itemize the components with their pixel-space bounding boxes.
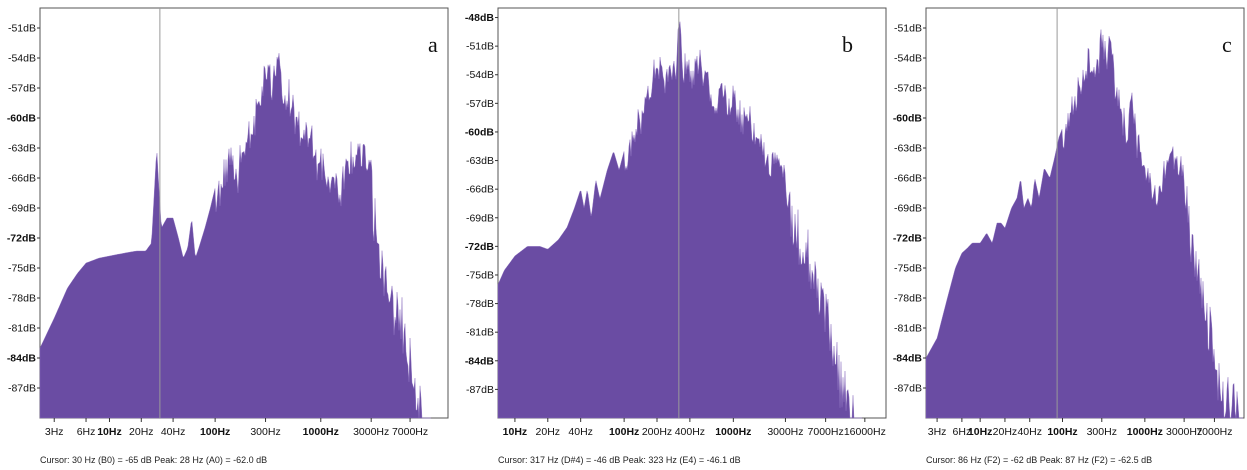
- y-tick-label: -57dB: [466, 98, 494, 110]
- x-tick-label: 7000Hz: [1196, 426, 1232, 438]
- y-tick-label: -84dB: [7, 353, 37, 365]
- y-tick-label: -54dB: [894, 53, 922, 65]
- y-tick-label: -57dB: [8, 83, 36, 95]
- x-tick-label: 300Hz: [250, 426, 280, 438]
- panel-label: c: [1222, 32, 1232, 57]
- y-tick-label: -78dB: [8, 293, 36, 305]
- spectrum-area: [925, 29, 1243, 419]
- y-tick-label: -72dB: [893, 233, 923, 245]
- y-tick-label: -57dB: [894, 83, 922, 95]
- x-tick-label: 7000Hz: [808, 426, 844, 438]
- y-tick-label: -51dB: [466, 41, 494, 53]
- x-tick-label: 40Hz: [161, 426, 186, 438]
- x-tick-label: 10Hz: [97, 426, 122, 438]
- spectrum-chart-c: -51dB -54dB -57dB -60dB -63dB -66dB -69dB -72dB…: [893, 7, 1245, 438]
- x-tick-label: 300Hz: [1087, 426, 1117, 438]
- y-tick-label: -51dB: [8, 23, 36, 35]
- y-tick-label: -51dB: [894, 23, 922, 35]
- x-tick-label: 7000Hz: [392, 426, 428, 438]
- x-tick-label: 200Hz: [642, 426, 672, 438]
- y-tick-label: -60dB: [893, 113, 923, 125]
- x-tick-label: 100Hz: [609, 426, 639, 438]
- y-tick-label: -60dB: [7, 113, 37, 125]
- y-tick-label: -87dB: [8, 383, 36, 395]
- y-tick-label: -75dB: [894, 263, 922, 275]
- x-tick-label: 3Hz: [45, 426, 64, 438]
- spectrum-area: [39, 53, 431, 419]
- spectrum-chart-a: -51dB -54dB -57dB -60dB -63dB -66dB -69dB -72dB…: [7, 7, 449, 438]
- x-tick-label: 20Hz: [536, 426, 561, 438]
- y-tick-label: -66dB: [894, 173, 922, 185]
- y-tick-label: -81dB: [466, 327, 494, 339]
- x-tick-label: 20Hz: [129, 426, 154, 438]
- x-tick-label: 3000Hz: [353, 426, 389, 438]
- y-tick-label: -60dB: [465, 126, 495, 138]
- x-tick-label: 100Hz: [200, 426, 230, 438]
- x-tick-label: 1000Hz: [715, 426, 751, 438]
- y-tick-label: -78dB: [894, 293, 922, 305]
- y-tick-label: -72dB: [7, 233, 37, 245]
- panel-label: b: [842, 32, 853, 57]
- x-tick-label: 3000Hz: [1166, 426, 1202, 438]
- y-tick-label: -87dB: [466, 384, 494, 396]
- x-tick-label: 3Hz: [928, 426, 947, 438]
- spectrum-panel-b: -48dB -51dB -54dB -57dB -60dB -63dB -66dB -69dB…: [458, 0, 890, 470]
- y-tick-label: -66dB: [8, 173, 36, 185]
- y-tick-label: -48dB: [465, 12, 495, 24]
- x-tick-label: 1000Hz: [1127, 426, 1163, 438]
- x-tick-label: 10Hz: [503, 426, 528, 438]
- panel-label: a: [428, 32, 438, 57]
- x-tick-label: 6Hz: [77, 426, 96, 438]
- x-tick-label: 6Hz: [953, 426, 972, 438]
- status-line-a: Cursor: 30 Hz (B0) = -65 dB Peak: 28 Hz …: [40, 455, 268, 465]
- y-tick-label: -66dB: [466, 184, 494, 196]
- x-tick-label: 40Hz: [568, 426, 593, 438]
- y-tick-label: -54dB: [8, 53, 36, 65]
- y-tick-label: -87dB: [894, 383, 922, 395]
- y-tick-label: -63dB: [8, 143, 36, 155]
- y-tick-label: -81dB: [894, 323, 922, 335]
- y-tick-label: -63dB: [894, 143, 922, 155]
- y-tick-label: -84dB: [465, 355, 495, 367]
- y-tick-label: -81dB: [8, 323, 36, 335]
- x-tick-label: 3000Hz: [767, 426, 803, 438]
- spectrum-panel-a: -51dB -54dB -57dB -60dB -63dB -66dB -69dB -72dB…: [0, 0, 452, 470]
- y-tick-label: -75dB: [466, 269, 494, 281]
- status-line-c: Cursor: 86 Hz (F2) = -62 dB Peak: 87 Hz …: [926, 455, 1153, 465]
- x-tick-label: 40Hz: [1017, 426, 1042, 438]
- status-line-b: Cursor: 317 Hz (D#4) = -46 dB Peak: 323 …: [498, 455, 741, 465]
- y-tick-label: -69dB: [466, 212, 494, 224]
- x-tick-label: 100Hz: [1047, 426, 1077, 438]
- y-tick-label: -84dB: [893, 353, 923, 365]
- x-tick-label: 10Hz: [968, 426, 993, 438]
- y-tick-label: -72dB: [465, 241, 495, 253]
- x-tick-label: 20Hz: [993, 426, 1018, 438]
- x-tick-label: 16000Hz: [844, 426, 886, 438]
- y-tick-label: -54dB: [466, 69, 494, 81]
- y-tick-label: -69dB: [894, 203, 922, 215]
- y-tick-label: -69dB: [8, 203, 36, 215]
- spectrum-area: [497, 21, 862, 419]
- x-tick-label: 1000Hz: [303, 426, 339, 438]
- spectrum-chart-b: -48dB -51dB -54dB -57dB -60dB -63dB -66dB -69dB…: [465, 7, 887, 438]
- y-tick-label: -78dB: [466, 298, 494, 310]
- x-tick-label: 400Hz: [675, 426, 705, 438]
- y-tick-label: -75dB: [8, 263, 36, 275]
- spectrum-panel-c: -51dB -54dB -57dB -60dB -63dB -66dB -69dB -72dB…: [886, 0, 1247, 470]
- y-tick-label: -63dB: [466, 155, 494, 167]
